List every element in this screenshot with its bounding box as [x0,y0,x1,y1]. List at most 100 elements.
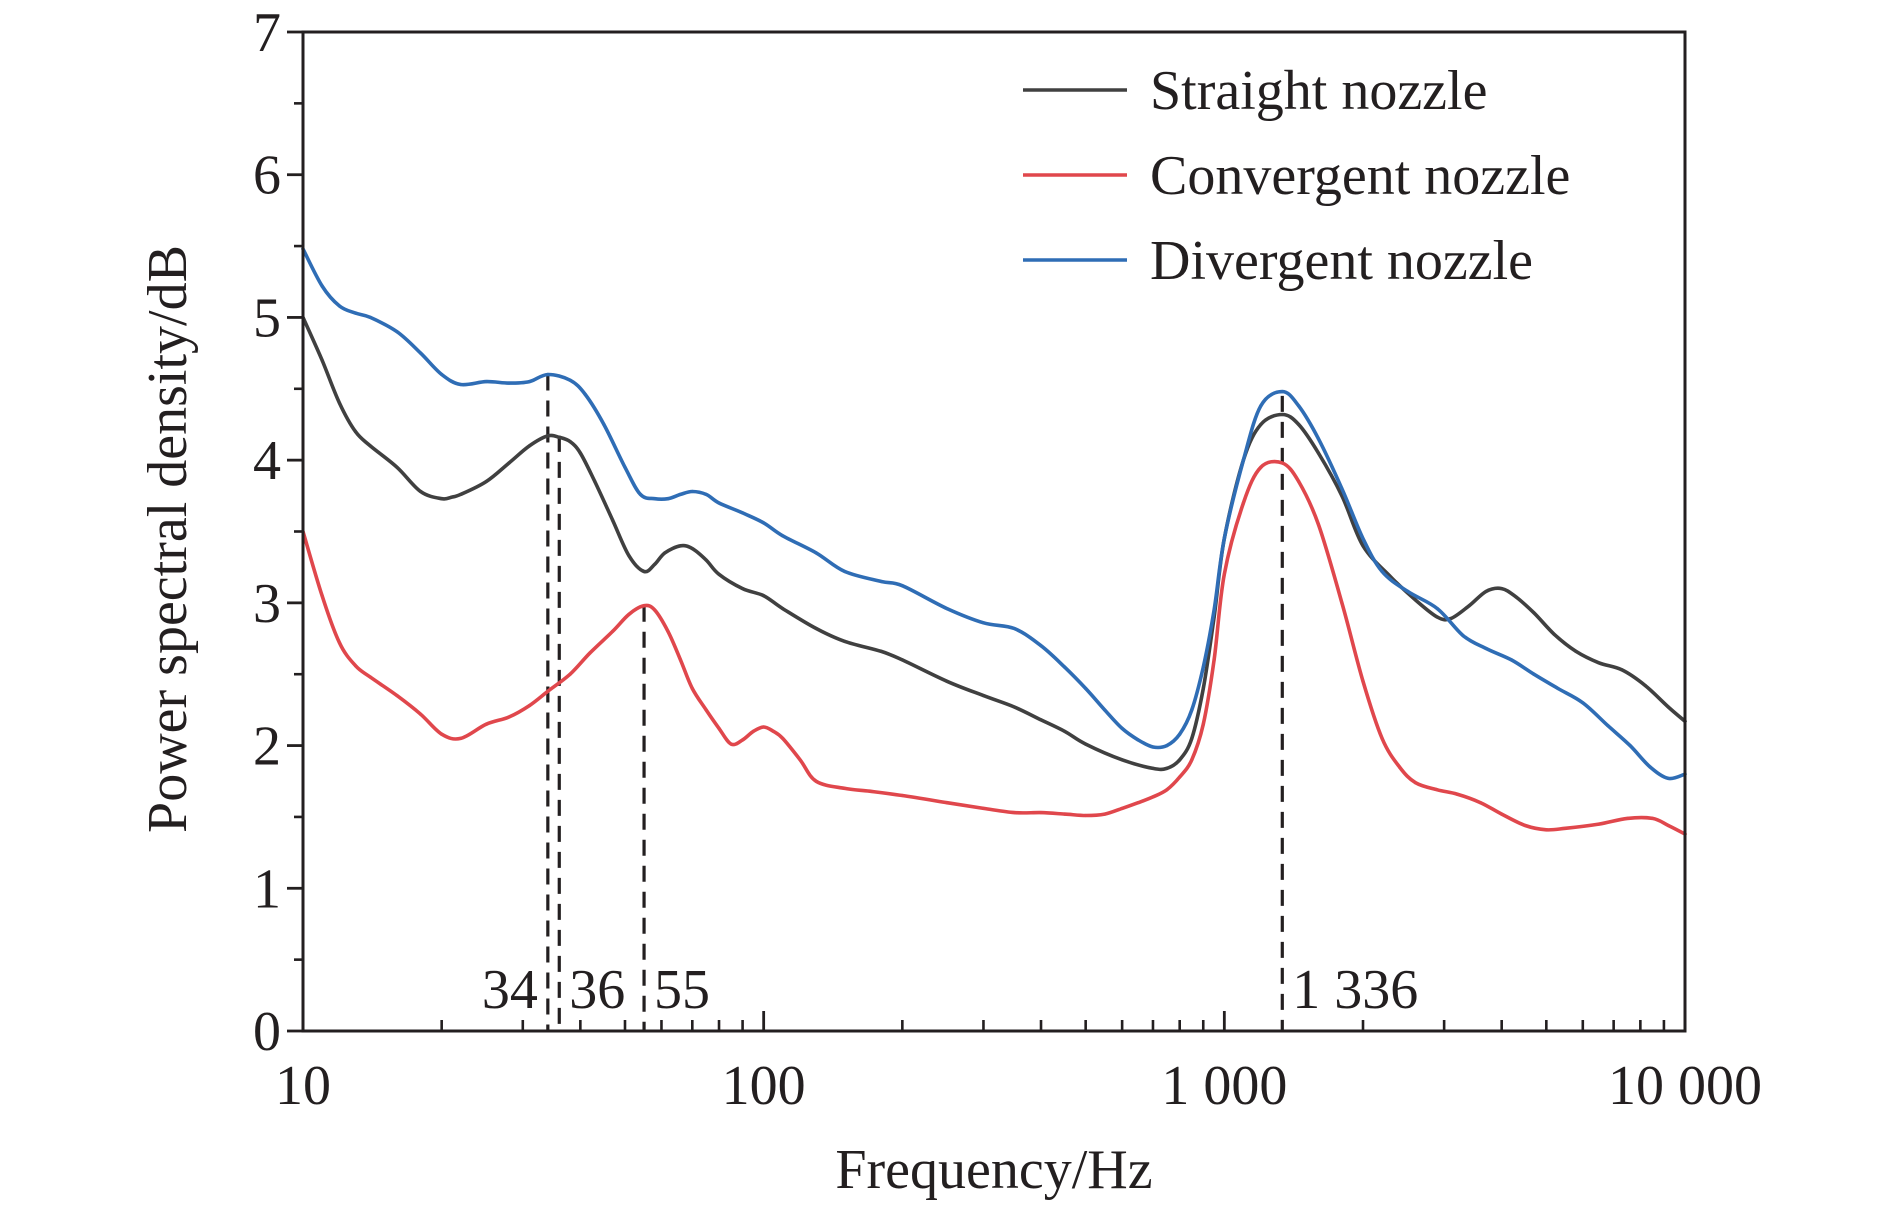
data-point [527,704,532,708]
data-point [611,518,615,522]
data-point [879,579,883,584]
data-point [1136,801,1140,805]
data-point [1574,649,1578,654]
x-tick-label: 10 000 [1608,1055,1762,1117]
data-point [717,501,721,505]
data-point [1063,729,1067,733]
data-point [507,381,511,385]
data-point [353,664,358,668]
data-point [1413,598,1418,602]
data-point [1241,458,1245,462]
data-point [1151,795,1155,799]
data-point [1259,422,1263,427]
data-point [1648,765,1652,769]
data-point [814,551,818,555]
data-point [1201,665,1205,669]
series-divergent-nozzle [301,247,1687,781]
x-tick-label: 100 [722,1055,806,1117]
data-point [1280,412,1284,417]
data-point [1650,816,1655,821]
data-point [1397,765,1402,769]
data-point [1532,611,1536,615]
data-point [1544,828,1548,832]
data-point [337,401,342,405]
series-convergent-nozzle [301,459,1687,836]
data-point [900,793,904,798]
data-point [602,422,606,427]
data-point [678,544,683,548]
data-point [666,629,670,634]
data-point [1316,522,1320,527]
data-point [527,380,532,384]
data-point [1455,792,1459,796]
data-point [1666,776,1670,781]
data-point [1380,569,1384,574]
y-tick-label: 2 [253,716,281,778]
data-point [611,629,615,634]
y-tick-label: 1 [253,858,281,920]
data-point [1063,665,1067,669]
data-point [1280,461,1284,465]
data-point [1084,813,1088,818]
x-tick-label: 1 000 [1161,1055,1287,1117]
data-point [900,584,904,588]
data-point [1361,537,1365,541]
data-point [666,497,670,501]
data-point [653,562,657,566]
data-point [1120,806,1124,811]
data-point [653,497,657,501]
data-point [879,649,883,654]
data-point [1212,608,1216,612]
data-point [419,712,423,716]
data-point [642,569,646,574]
data-point [449,495,453,499]
data-point [781,607,785,611]
data-point [1120,726,1124,731]
data-point [440,732,444,736]
data-point [1241,501,1245,505]
data-point [320,284,324,288]
data-point [353,311,358,315]
y-tick-label: 7 [253,2,281,64]
data-point [623,465,627,469]
data-point [507,461,511,465]
data-point [1509,658,1513,662]
data-point [320,358,324,362]
data-point [1461,634,1465,638]
data-point [729,742,733,746]
data-point [1552,632,1556,636]
data-point [1620,668,1624,672]
series-line [301,247,1687,781]
data-point [440,372,444,377]
data-point [1666,823,1670,828]
x-tick-label: 10 [275,1055,331,1117]
series-straight-nozzle [301,315,1687,772]
data-point [717,726,721,731]
data-point [1212,658,1216,662]
data-point [1178,732,1182,736]
data-point [1201,686,1205,691]
peak-label: 36 [569,959,625,1021]
data-point [627,554,631,558]
data-point [368,315,372,319]
data-point [507,715,511,719]
data-point [1084,742,1088,746]
data-point [1039,644,1043,648]
data-point [337,304,342,308]
data-point [1406,589,1410,594]
data-point [690,489,694,494]
data-point [690,547,694,551]
data-point [1380,736,1384,741]
data-point [1222,537,1226,541]
data-point [368,444,372,448]
data-point [1190,708,1194,712]
data-point [1361,544,1365,548]
data-point [484,479,488,484]
data-point [762,594,766,598]
data-point [704,492,708,496]
data-point [1039,811,1043,815]
data-point [1467,604,1471,608]
data-point [1190,758,1194,762]
data-point [1340,601,1344,605]
data-point [419,351,423,355]
